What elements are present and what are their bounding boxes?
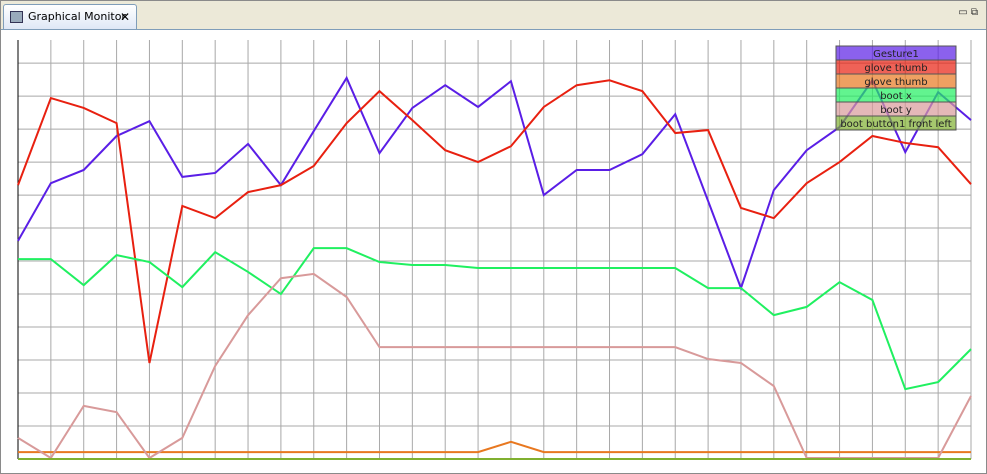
tab-bar: Graphical Monitor ✕ ▭ ⧉ <box>1 1 986 30</box>
legend-label: boot y <box>880 105 912 116</box>
legend-label: glove thumb <box>864 63 927 74</box>
tab[interactable]: Graphical Monitor ✕ <box>3 4 137 29</box>
series-line <box>18 440 971 454</box>
legend-swatch <box>835 115 957 131</box>
close-button[interactable]: ✕ <box>120 10 131 24</box>
tab-title: Graphical Monitor <box>28 10 126 23</box>
legend-label: boot button1 front left <box>840 119 951 130</box>
legend-label: glove thumb <box>864 77 927 88</box>
chart-background <box>1 30 986 473</box>
legend-label: Gesture1 <box>873 49 919 60</box>
window-buttons[interactable]: ▭ ⧉ <box>958 7 978 18</box>
legend-label: boot x <box>880 91 912 102</box>
legend: Gesture1 glove thumb glove thumb boot x boot… <box>835 45 957 131</box>
series-line <box>17 75 972 292</box>
tab-icon <box>10 11 23 23</box>
series-line <box>18 247 972 391</box>
series-line <box>17 79 972 364</box>
chart: Gesture1 glove thumb glove thumb boot x boot… <box>1 30 986 473</box>
